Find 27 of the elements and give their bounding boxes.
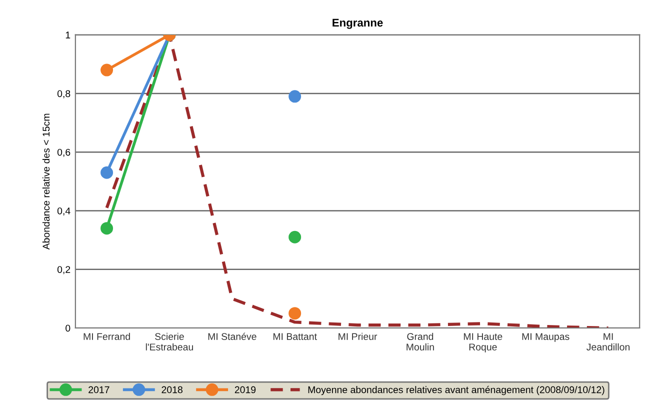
x-tick-label: Grand Moulin: [406, 332, 434, 350]
legend-label: Moyenne abondances relatives avant aménagement (2008/09/10/12): [308, 386, 604, 396]
x-tick-label: MI Haute Roque: [464, 333, 502, 352]
x-tick-label: MI Prieur: [338, 332, 378, 340]
point: [100, 166, 114, 179]
point: [288, 307, 302, 320]
legend-label: 2019: [234, 386, 256, 394]
x-tick-label: MI Ferrand: [84, 332, 130, 340]
point: [288, 90, 302, 103]
point: [100, 64, 114, 76]
y-tick-label: 0,6: [57, 148, 70, 157]
y-axis-title: Abondance relative des < 15cm: [42, 114, 50, 250]
x-tick-label: MI Battant: [273, 333, 317, 340]
point: [288, 230, 302, 244]
y-tick-label: 0,4: [57, 207, 70, 216]
y-tick-label: 0,2: [57, 266, 70, 274]
x-tick-label: MI Maupas: [522, 333, 570, 342]
legend-label: 2017: [88, 386, 110, 394]
y-tick-label: 0,8: [57, 90, 70, 98]
x-tick-label: MI Stanéve: [208, 332, 256, 340]
y-tick-label: 1: [66, 32, 70, 38]
y-tick-label: 0: [66, 324, 70, 332]
chart-title: Engranne: [332, 18, 383, 29]
legend-label: 2018: [162, 386, 182, 394]
x-tick-label: MI Jeandillon: [586, 333, 630, 350]
x-tick-label: Scierie l'Estrabeau: [146, 332, 193, 350]
point: [100, 222, 114, 235]
